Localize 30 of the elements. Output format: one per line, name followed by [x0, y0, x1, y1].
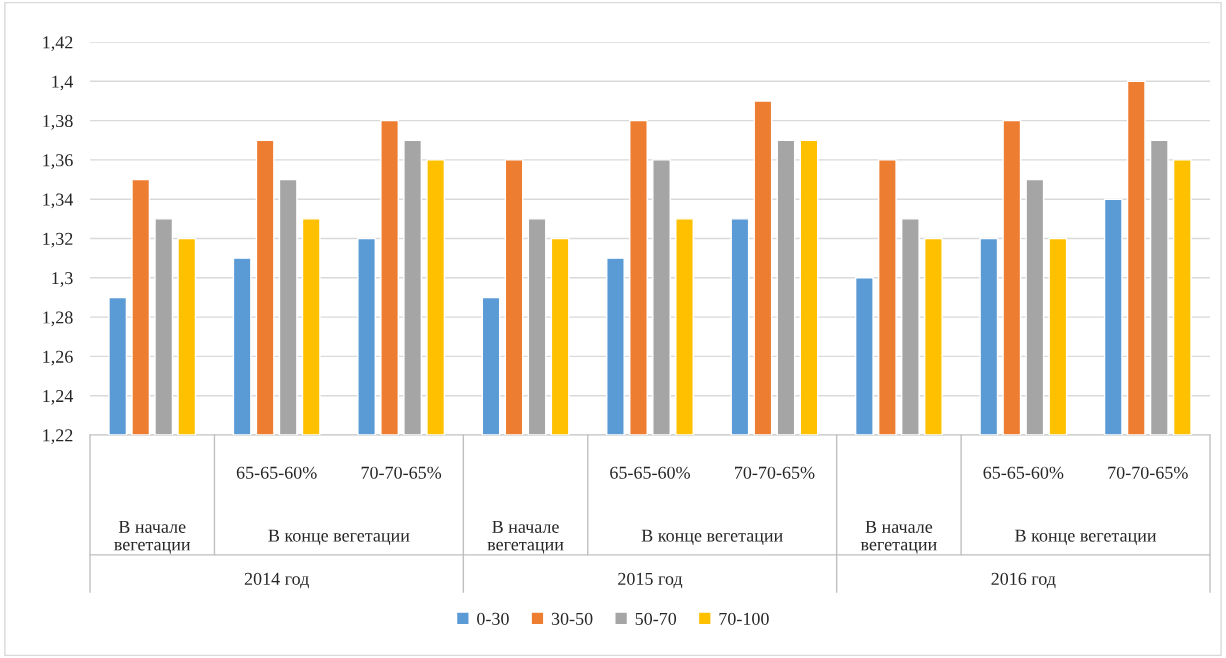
x-tick-label: 70-70-65%	[735, 466, 815, 479]
legend-label: 30-50	[551, 612, 593, 625]
text: В начале вегетации	[114, 520, 191, 554]
y-tick-label: 1,34	[43, 193, 74, 209]
text: В начале вегетации	[860, 520, 937, 554]
x-tick-label: 65-65-60%	[236, 466, 317, 479]
legend-label: 0-30	[477, 612, 509, 625]
text: 2015 год	[618, 572, 683, 589]
legend-label: 50-70	[635, 612, 677, 625]
x-tick-label: 70-70-65%	[1108, 466, 1188, 479]
text: В конце вегетации	[641, 529, 783, 546]
text: 2014 год	[244, 572, 309, 589]
y-tick-label: 1,42	[43, 36, 73, 52]
text: 2016 год	[991, 572, 1056, 589]
y-tick-label: 1,3	[52, 272, 73, 287]
legend-label: 70-100	[719, 612, 769, 625]
y-tick-label: 1,24	[43, 390, 74, 405]
text: В начале вегетации	[487, 520, 564, 554]
y-tick-label: 1,32	[43, 232, 73, 248]
y-tick-label: 1,28	[43, 311, 73, 327]
y-tick-label: 1,26	[43, 350, 73, 366]
y-tick-label: 1,4	[52, 75, 74, 91]
text: В конце вегетации	[1015, 529, 1157, 546]
x-tick-label: 65-65-60%	[610, 466, 690, 479]
y-tick-label: 1,36	[43, 154, 73, 169]
x-tick-label: 70-70-65%	[361, 466, 442, 479]
y-tick-label: 1,22	[43, 429, 73, 445]
y-tick-label: 1,38	[43, 114, 73, 130]
text: В конце вегетации	[268, 529, 410, 546]
x-tick-label: 65-65-60%	[983, 466, 1064, 479]
